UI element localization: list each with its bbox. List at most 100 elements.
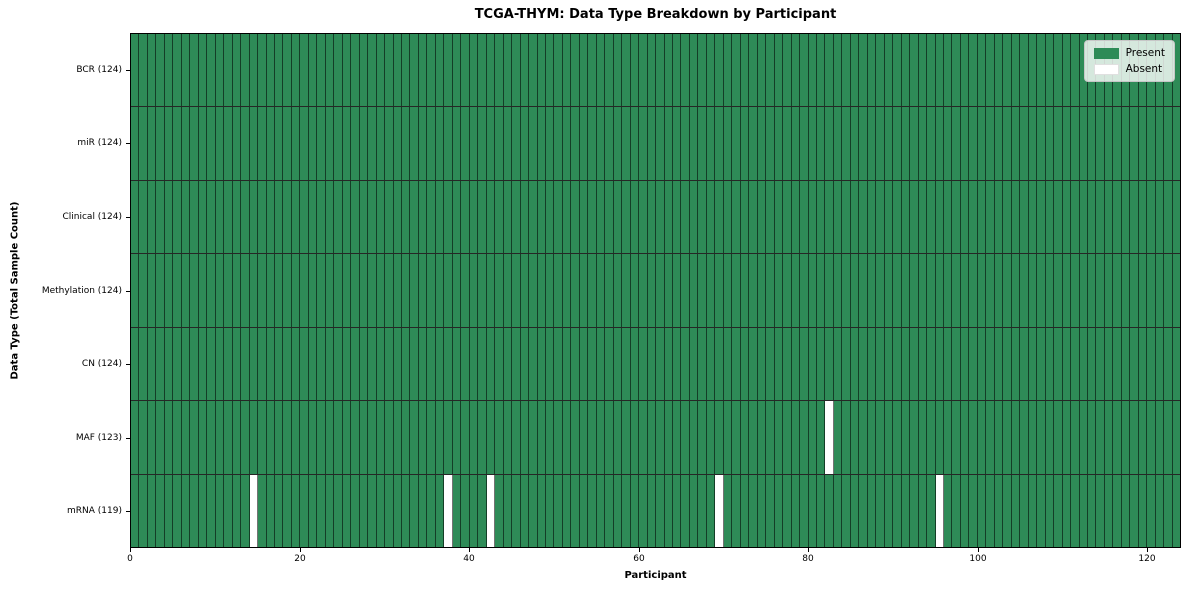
heatmap-cell — [850, 34, 860, 107]
y-tick-mark — [126, 70, 130, 71]
heatmap-cell — [190, 107, 199, 180]
heatmap-cell — [258, 180, 267, 254]
heatmap-cell — [393, 180, 402, 254]
heatmap-cell — [266, 180, 275, 254]
heatmap-cell — [825, 327, 834, 401]
heatmap-cell — [402, 107, 411, 180]
heatmap-cell — [1104, 180, 1114, 254]
heatmap-cell — [740, 107, 750, 180]
heatmap-cell — [893, 107, 902, 180]
heatmap-cell — [156, 107, 165, 180]
heatmap-cell — [1079, 107, 1088, 180]
heatmap-cell — [850, 107, 860, 180]
heatmap-cell — [1113, 107, 1122, 180]
heatmap-cell — [749, 34, 758, 107]
y-tick-mark — [126, 291, 130, 292]
heatmap-cell — [1087, 107, 1097, 180]
heatmap-cell — [545, 401, 555, 474]
heatmap-cell — [435, 401, 445, 474]
heatmap-cell — [732, 401, 741, 474]
heatmap-cell — [308, 180, 318, 254]
heatmap-cell — [673, 180, 682, 254]
heatmap-cell — [393, 401, 402, 474]
heatmap-cell — [1037, 180, 1046, 254]
heatmap-cell — [241, 474, 250, 547]
heatmap-cell — [317, 34, 326, 107]
heatmap-cell — [131, 474, 140, 547]
heatmap-cell — [715, 474, 724, 547]
heatmap-cell — [529, 107, 538, 180]
heatmap-cell — [783, 180, 792, 254]
heatmap-cell — [639, 254, 648, 327]
heatmap-cell — [986, 180, 995, 254]
heatmap-cell — [859, 180, 868, 254]
heatmap-cell — [808, 34, 817, 107]
heatmap-cell — [859, 254, 868, 327]
heatmap-cell — [808, 401, 817, 474]
y-tick-mark — [126, 438, 130, 439]
heatmap-cell — [334, 401, 343, 474]
heatmap-cell — [512, 401, 521, 474]
heatmap-cell — [232, 474, 242, 547]
heatmap-cell — [656, 474, 665, 547]
heatmap-cell — [1079, 180, 1088, 254]
heatmap-row-MAF — [131, 401, 1181, 475]
heatmap-cell — [1130, 107, 1139, 180]
heatmap-cell — [1079, 474, 1088, 547]
heatmap-cell — [706, 401, 716, 474]
heatmap-cell — [639, 34, 648, 107]
heatmap-cell — [1164, 401, 1173, 474]
heatmap-cell — [198, 474, 208, 547]
heatmap-cell — [613, 107, 623, 180]
x-tick-label: 120 — [1138, 554, 1156, 564]
heatmap-cell — [859, 474, 868, 547]
heatmap-cell — [816, 474, 826, 547]
heatmap-cell — [334, 327, 343, 401]
heatmap-cell — [681, 107, 690, 180]
heatmap-cell — [198, 180, 208, 254]
heatmap-cell — [1164, 474, 1173, 547]
heatmap-cell — [893, 474, 902, 547]
heatmap-cell — [1071, 327, 1080, 401]
heatmap-cell — [816, 180, 826, 254]
heatmap-cell — [1130, 254, 1139, 327]
heatmap-cell — [977, 474, 987, 547]
heatmap-cell — [884, 327, 894, 401]
heatmap-cell — [774, 107, 784, 180]
heatmap-cell — [1028, 34, 1038, 107]
heatmap-cell — [190, 401, 199, 474]
heatmap-cell — [969, 474, 978, 547]
heatmap-cell — [664, 107, 673, 180]
heatmap-cell — [689, 327, 699, 401]
heatmap-cell — [816, 254, 826, 327]
heatmap-cell — [698, 34, 707, 107]
heatmap-cell — [740, 327, 750, 401]
heatmap-cell — [351, 254, 360, 327]
heatmap-cell — [342, 327, 352, 401]
heatmap-cell — [537, 34, 546, 107]
heatmap-cell — [910, 34, 919, 107]
heatmap-cell — [1096, 401, 1105, 474]
heatmap-cell — [486, 474, 496, 547]
heatmap-cell — [647, 254, 657, 327]
heatmap-cell — [774, 474, 784, 547]
heatmap-cell — [1130, 327, 1139, 401]
heatmap-cell — [334, 474, 343, 547]
legend: Present Absent — [1083, 40, 1175, 82]
heatmap-cell — [749, 327, 758, 401]
heatmap-cell — [723, 327, 733, 401]
heatmap-cell — [444, 180, 453, 254]
heatmap-cell — [274, 34, 284, 107]
heatmap-cell — [630, 34, 640, 107]
heatmap-cell — [994, 474, 1004, 547]
heatmap-cell — [715, 180, 724, 254]
heatmap-cell — [418, 107, 428, 180]
heatmap-cell — [986, 34, 995, 107]
heatmap-cell — [571, 254, 580, 327]
heatmap-cell — [224, 34, 233, 107]
heatmap-cell — [249, 180, 259, 254]
heatmap-cell — [766, 401, 775, 474]
heatmap-cell — [808, 327, 817, 401]
heatmap-cell — [266, 474, 275, 547]
heatmap-cell — [241, 254, 250, 327]
